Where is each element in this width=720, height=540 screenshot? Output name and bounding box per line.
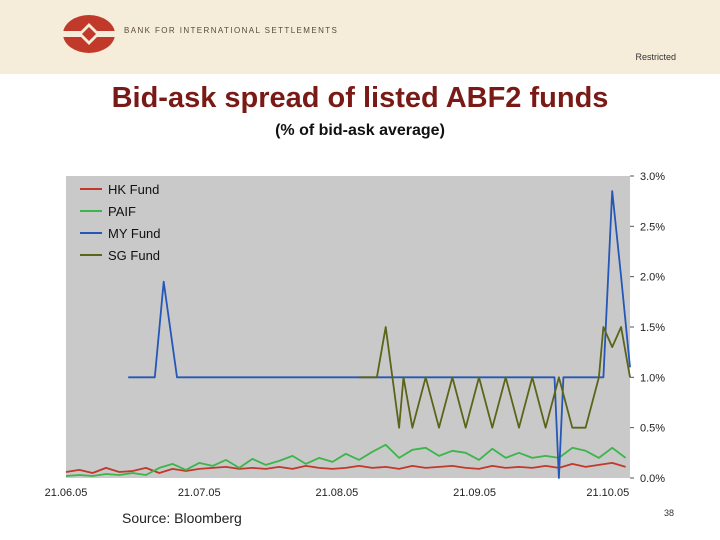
x-tick-label: 21.06.05 bbox=[45, 487, 88, 499]
bis-logo-icon bbox=[63, 15, 115, 53]
y-tick-label: 2.0% bbox=[640, 272, 665, 284]
x-tick-label: 21.09.05 bbox=[453, 487, 496, 499]
y-tick-label: 1.5% bbox=[640, 322, 665, 334]
series-line-sg-fund bbox=[359, 326, 631, 429]
legend-label: MY Fund bbox=[108, 226, 161, 241]
restricted-label: Restricted bbox=[635, 52, 676, 62]
source-note: Source: Bloomberg bbox=[122, 510, 242, 526]
slide-subtitle: (% of bid-ask average) bbox=[275, 122, 445, 139]
series-line-my-fund bbox=[128, 190, 631, 479]
y-tick-label: 1.0% bbox=[640, 372, 665, 384]
series-line-paif bbox=[65, 443, 627, 477]
y-tick-label: 0.0% bbox=[640, 473, 665, 485]
x-tick-label: 21.07.05 bbox=[178, 487, 221, 499]
legend-label: SG Fund bbox=[108, 248, 160, 263]
plot-area bbox=[66, 176, 630, 478]
slide-header: BANK FOR INTERNATIONAL SETTLEMENTS Restr… bbox=[0, 0, 720, 74]
x-tick-label: 21.08.05 bbox=[315, 487, 358, 499]
y-tick-label: 0.5% bbox=[640, 423, 665, 435]
legend-label: PAIF bbox=[108, 204, 136, 219]
page-number: 38 bbox=[664, 508, 675, 518]
legend-label: HK Fund bbox=[108, 182, 159, 197]
y-tick-label: 3.0% bbox=[640, 171, 665, 183]
series-line-hk-fund bbox=[65, 461, 626, 474]
y-tick-label: 2.5% bbox=[640, 221, 665, 233]
slide-title: Bid-ask spread of listed ABF2 funds bbox=[111, 82, 609, 114]
bank-name: BANK FOR INTERNATIONAL SETTLEMENTS bbox=[124, 26, 339, 35]
x-tick-label: 21.10.05 bbox=[586, 487, 629, 499]
